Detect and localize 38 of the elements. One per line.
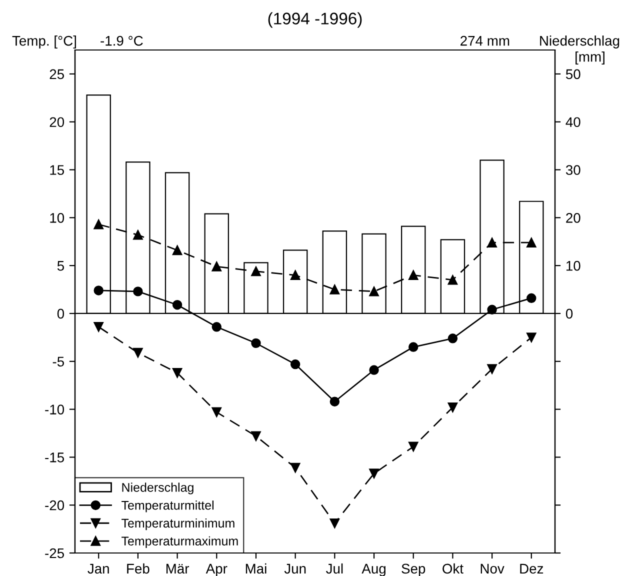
legend-label: Temperaturmaximum — [122, 536, 238, 548]
y-axis-title: Temp. [°C] — [12, 36, 76, 48]
y-tick-label: 15 — [50, 165, 64, 175]
y2-tick-label: 30 — [566, 165, 580, 175]
x-tick-label: Feb — [127, 563, 150, 574]
y-tick-label: -25 — [45, 548, 64, 558]
x-tick-label: Mai — [246, 563, 266, 574]
x-tick-label: Mär — [166, 564, 190, 574]
y-tick-label: 5 — [57, 261, 64, 271]
y2-tick-label: 0 — [566, 308, 573, 319]
y-tick-label: 0 — [57, 308, 64, 319]
x-tick-label: Jun — [284, 564, 306, 574]
y2-tick-label: 20 — [566, 213, 580, 223]
legend-label: Temperaturmittel — [122, 500, 214, 512]
y-tick-label: 25 — [50, 69, 64, 80]
text: 274 mm — [460, 36, 510, 46]
legend-label: Temperaturminimum — [122, 518, 234, 530]
x-tick-label: Apr — [206, 564, 228, 576]
y2-axis-title: Niederschlag [mm] — [540, 36, 620, 64]
x-tick-label: Nov — [480, 564, 504, 574]
text: -1.9 °C — [100, 36, 143, 46]
y-tick-label: 10 — [50, 213, 64, 223]
x-tick-label: Sep — [402, 564, 426, 576]
y-tick-label: -15 — [45, 452, 64, 462]
y2-tick-label: 40 — [566, 117, 580, 128]
x-tick-label: Jul — [326, 563, 343, 574]
x-tick-label: Dez — [520, 564, 544, 574]
legend-label: Niederschlag — [122, 482, 194, 494]
y-tick-label: -20 — [45, 500, 64, 510]
chart-title: (1994 -1996) — [268, 12, 362, 28]
y2-tick-label: 10 — [566, 260, 580, 271]
x-tick-label: Okt — [442, 563, 464, 574]
y2-tick-label: 50 — [566, 69, 580, 80]
y-tick-label: -5 — [52, 356, 64, 367]
x-tick-label: Jan — [88, 564, 109, 574]
x-tick-label: Aug — [362, 564, 386, 576]
y-tick-label: -10 — [45, 404, 64, 414]
y-tick-label: 20 — [50, 117, 64, 128]
